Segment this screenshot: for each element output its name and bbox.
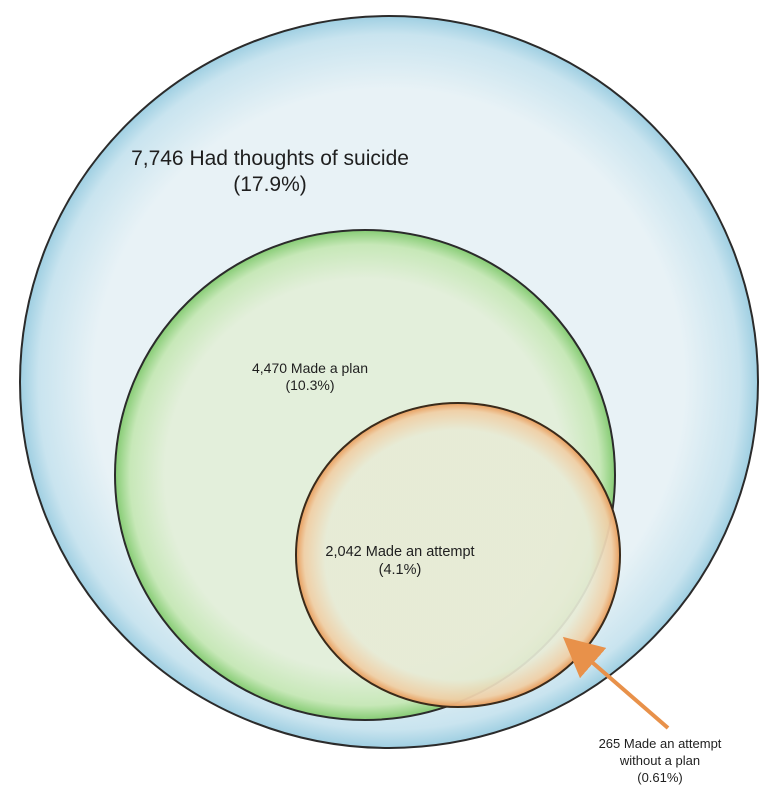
attempt-count-text: 2,042 Made an attempt bbox=[325, 544, 475, 560]
attempt-percent-text: (4.1%) bbox=[378, 561, 422, 578]
thoughts-percent-text: (17.9%) bbox=[233, 172, 307, 196]
circle-attempt bbox=[295, 402, 621, 708]
noplan-line1-text: 265 Made an attempt bbox=[598, 736, 722, 751]
noplan-line2-text: without a plan bbox=[619, 752, 701, 768]
plan-count-text: 4,470 Made a plan bbox=[252, 360, 368, 376]
plan-percent-text: (10.3%) bbox=[285, 377, 335, 394]
attempt-without-plan-label: 265 Made an attempt without a plan (0.61… bbox=[560, 736, 760, 787]
thoughts-label: 7,746 Had thoughts of suicide (17.9%) bbox=[100, 146, 440, 197]
noplan-line3-text: (0.61%) bbox=[637, 769, 683, 785]
attempt-label: 2,042 Made an attempt (4.1%) bbox=[300, 544, 500, 579]
thoughts-count-text: 7,746 Had thoughts of suicide bbox=[131, 147, 409, 170]
callout-arrow bbox=[562, 636, 670, 730]
plan-label: 4,470 Made a plan (10.3%) bbox=[200, 360, 420, 394]
